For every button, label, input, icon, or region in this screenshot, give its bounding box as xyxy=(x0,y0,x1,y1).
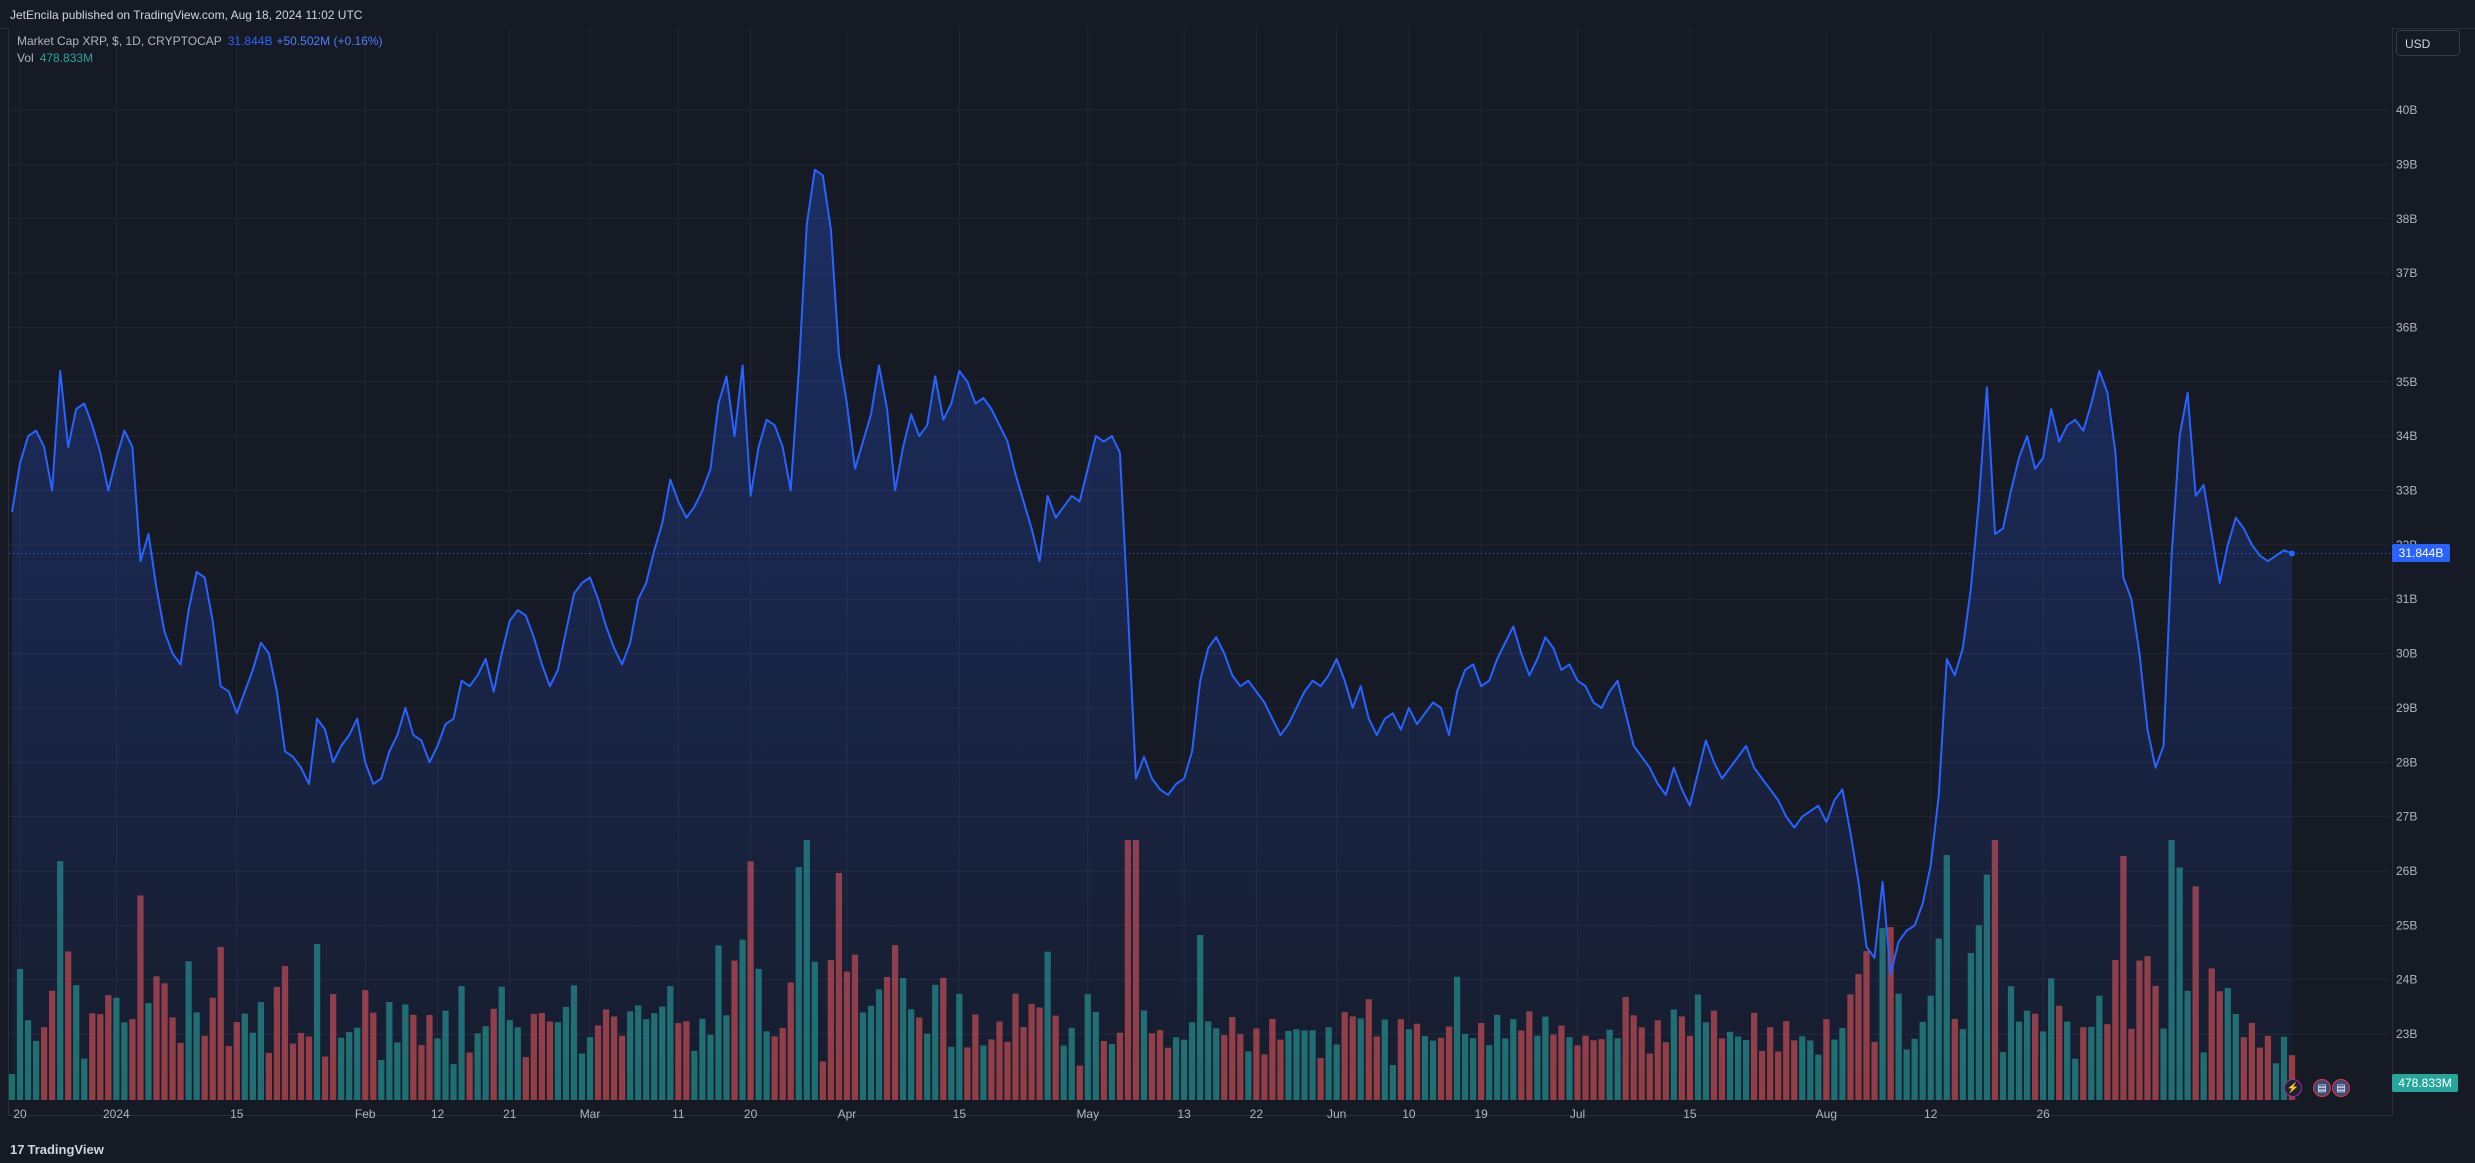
legend-symbol[interactable]: Market Cap XRP, $, 1D, CRYPTOCAP xyxy=(17,34,222,48)
y-tick-label: 24B xyxy=(2396,973,2417,987)
y-tick-label: 35B xyxy=(2396,375,2417,389)
y-tick-label: 28B xyxy=(2396,755,2417,769)
x-tick-label: 20 xyxy=(744,1107,758,1121)
x-tick-label: May xyxy=(1076,1107,1099,1121)
y-tick-label: 29B xyxy=(2396,701,2417,715)
legend-vol-label[interactable]: Vol xyxy=(17,51,34,65)
y-tick-label: 31B xyxy=(2396,592,2417,606)
last-volume-tag: 478.833M xyxy=(2392,1074,2458,1092)
x-tick-label: 20 xyxy=(13,1107,27,1121)
tradingview-brand: TradingView xyxy=(27,1142,104,1157)
x-tick-label: 21 xyxy=(503,1107,517,1121)
market-cap-line xyxy=(11,168,2293,976)
us-flag-event-icon[interactable]: ▤ xyxy=(2332,1079,2350,1097)
footer: 17 TradingView xyxy=(0,1136,2475,1163)
legend-last-value: 31.844B xyxy=(227,34,273,48)
y-tick-label: 40B xyxy=(2396,103,2417,117)
y-axis: 23B24B25B26B27B28B29B30B31B32B33B34B35B3… xyxy=(2396,103,2417,1041)
y-tick-label: 34B xyxy=(2396,429,2417,443)
x-tick-label: 11 xyxy=(672,1107,685,1121)
x-tick-label: 22 xyxy=(1250,1107,1264,1121)
y-tick-label: 37B xyxy=(2396,266,2417,280)
x-tick-label: 2024 xyxy=(103,1107,130,1121)
y-tick-label: 23B xyxy=(2396,1027,2417,1041)
y-tick-label: 38B xyxy=(2396,212,2417,226)
x-tick-label: Mar xyxy=(580,1107,601,1121)
y-tick-label: 27B xyxy=(2396,810,2417,824)
tradingview-mark: 17 xyxy=(10,1142,25,1157)
chart-legend: Market Cap XRP, $, 1D, CRYPTOCAP 31.844B +… xyxy=(17,33,383,67)
market-cap-area xyxy=(9,168,2390,1101)
x-tick-label: 15 xyxy=(230,1107,244,1121)
y-tick-label: 39B xyxy=(2396,157,2417,171)
legend-vol-value: 478.833M xyxy=(39,51,94,65)
x-tick-label: 13 xyxy=(1177,1107,1191,1121)
x-tick-label: 15 xyxy=(953,1107,967,1121)
y-tick-label: 33B xyxy=(2396,484,2417,498)
y-tick-label: 26B xyxy=(2396,864,2417,878)
x-tick-label: 15 xyxy=(1683,1107,1697,1121)
x-axis: 20 2024 15 Feb 12 21 Mar 11 20 Apr 15 May 13 22 Jun 10 1… xyxy=(13,1107,2050,1121)
x-tick-label: 10 xyxy=(1402,1107,1416,1121)
last-price-tag: 31.844B xyxy=(2392,544,2450,562)
y-tick-label: 36B xyxy=(2396,320,2417,334)
lightning-event-icon[interactable]: ⚡ xyxy=(2284,1079,2302,1097)
x-tick-label: 19 xyxy=(1474,1107,1488,1121)
last-price-dot xyxy=(2289,550,2295,557)
x-tick-label: Jun xyxy=(1327,1107,1346,1121)
currency-button[interactable]: USD xyxy=(2396,30,2460,56)
x-tick-label: 12 xyxy=(431,1107,445,1121)
x-tick-label: 12 xyxy=(1924,1107,1938,1121)
x-tick-label: Aug xyxy=(1816,1107,1837,1121)
y-tick-label: 25B xyxy=(2396,918,2417,932)
y-tick-label: 30B xyxy=(2396,647,2417,661)
tradingview-logo[interactable]: 17 TradingView xyxy=(10,1142,104,1157)
area-fill xyxy=(12,169,2292,1101)
x-tick-label: Feb xyxy=(355,1107,376,1121)
x-tick-label: 26 xyxy=(2036,1107,2050,1121)
publish-info: JetEncila published on TradingView.com, … xyxy=(10,8,363,22)
x-tick-label: Apr xyxy=(838,1107,857,1121)
x-tick-label: Jul xyxy=(1570,1107,1585,1121)
us-flag-event-icon[interactable]: ▤ xyxy=(2313,1079,2331,1097)
legend-change: +50.502M (+0.16%) xyxy=(276,34,383,48)
